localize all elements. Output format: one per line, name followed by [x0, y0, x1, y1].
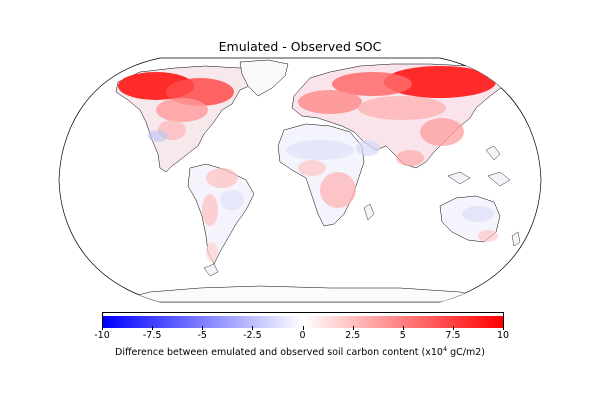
- colorbar-tick: [202, 326, 204, 330]
- negative-anomaly-regions: [148, 130, 494, 222]
- colorbar-gradient: [103, 316, 503, 328]
- colorbar-tick-label: -7.5: [142, 330, 162, 341]
- positive-anomaly-regions: [118, 66, 498, 262]
- colorbar-tick-label: 2.5: [345, 330, 361, 341]
- colorbar-tick: [302, 326, 304, 330]
- colorbar-tick-label: -5: [197, 330, 207, 341]
- colorbar-tick: [452, 326, 454, 330]
- colorbar-tick: [402, 326, 404, 330]
- colorbar-tick: [152, 326, 154, 330]
- colorbar-tick-label: -10: [94, 330, 110, 341]
- colorbar-tick-label: 10: [496, 330, 510, 341]
- colorbar-tick: [503, 326, 504, 330]
- land-greenland: [239, 59, 289, 97]
- colorbar-label: Difference between emulated and observed…: [0, 345, 600, 358]
- land-islands: [203, 145, 521, 277]
- colorbar-tick-label: -2.5: [243, 330, 262, 341]
- colorbar-tick-label: 5: [399, 330, 406, 341]
- colorbar-label-unit: gC/m2): [447, 347, 485, 359]
- map-title: Emulated - Observed SOC: [218, 39, 382, 54]
- colorbar: [102, 312, 504, 328]
- colorbar-label-main: Difference between emulated and observed…: [115, 347, 443, 359]
- colorbar-tick: [352, 326, 354, 330]
- colorbar-tick: [252, 326, 254, 330]
- colorbar-tick: [102, 326, 103, 330]
- colorbar-tick-label: 0: [299, 330, 306, 341]
- colorbar-label-exponent: 4: [442, 345, 448, 353]
- colorbar-tick-label: 7.5: [445, 330, 461, 341]
